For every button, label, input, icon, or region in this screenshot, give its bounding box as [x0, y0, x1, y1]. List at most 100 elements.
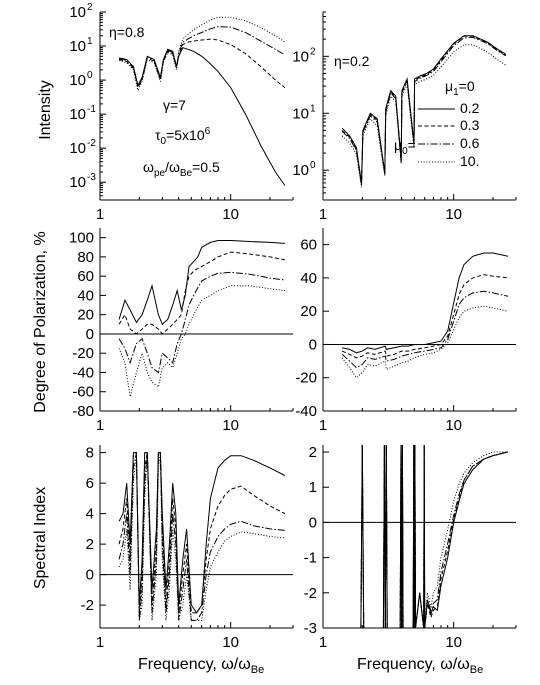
x-tick-label: 1 [96, 206, 104, 223]
y-tick-label: 40 [77, 287, 94, 304]
y-tick-label: 0 [309, 514, 317, 531]
legend-mu1: μ1=0 [445, 78, 475, 98]
x-tick-label: 1 [319, 206, 327, 223]
y-tick-base: 10 [69, 140, 86, 157]
series-line-dashed [360, 445, 509, 628]
legend-mu1-sub: 1 [453, 87, 459, 98]
xlabel-left-main: Frequency, ω/ω [138, 656, 251, 673]
y-tick-exponent: -1 [87, 104, 96, 115]
series-line-dash-dot [341, 290, 509, 369]
ylabel-intensity: Intensity [37, 80, 54, 140]
y-tick-label: -20 [295, 370, 317, 387]
annotation-tau: τ0=5x106 [155, 126, 211, 147]
series-line-solid [360, 445, 509, 628]
y-tick-exponent: -2 [87, 138, 96, 149]
y-tick-label: 60 [77, 268, 94, 285]
annotation-eta-0.2: η=0.2 [334, 53, 370, 69]
legend-label: 0.6 [460, 135, 480, 151]
y-tick-label: -80 [72, 403, 94, 420]
xlabel-right-main: Frequency, ω/ω [357, 656, 470, 673]
y-tick-label: -2 [81, 597, 94, 614]
series-line-dashed [118, 452, 286, 614]
series-line-dash-dot [118, 271, 285, 374]
y-tick-label: 80 [77, 249, 94, 266]
y-tick-exponent: 2 [87, 2, 93, 13]
ylabel-spectral-index: Spectral Index [32, 487, 49, 589]
y-tick-label: 6 [86, 475, 94, 492]
legend-label: 0.3 [460, 117, 480, 133]
x-tick-label: 10 [222, 634, 239, 651]
annotation-tau-sub: 0 [161, 136, 167, 147]
x-tick-label: 1 [319, 634, 327, 651]
xlabel-left: Frequency, ω/ωBe [138, 656, 264, 676]
y-tick-label: 10 [292, 105, 309, 122]
series-line-dash-dot [119, 26, 286, 88]
y-tick-label: 1 [309, 479, 317, 496]
y-tick-exponent: 2 [310, 46, 316, 57]
y-tick-label: 0 [309, 336, 317, 353]
panel-spectral-index-eta-0.8: 1 10 8 6 4 2 0 -2 [81, 445, 294, 651]
panel-polarization-eta-0.2: 1 10 60 40 20 0 -20 -40 [295, 228, 517, 434]
y-tick-label: 0 [86, 567, 94, 584]
y-tick-base: 10 [69, 4, 86, 21]
annotation-omega-pe: ω [143, 159, 154, 175]
annotation-tau-symbol: τ [155, 127, 161, 143]
y-tick-label: -2 [304, 585, 317, 602]
y-tick-base: 10 [292, 48, 309, 65]
y-tick-label: 10 [69, 106, 86, 123]
y-tick-base: 10 [69, 38, 86, 55]
y-tick-label: -1 [304, 550, 317, 567]
x-tick-label: 1 [96, 417, 104, 434]
series-group [118, 240, 285, 397]
annotation-omega-be: /ω [165, 159, 180, 175]
series-line-dotted [341, 305, 509, 379]
y-tick-label: 0 [86, 326, 94, 343]
legend-mu0-symbol: μ [394, 137, 402, 153]
y-tick-base: 10 [69, 72, 86, 89]
y-tick-label: 4 [86, 506, 94, 523]
annotation-omega-value: =0.5 [192, 159, 220, 175]
series-group [341, 252, 509, 379]
y-tick-label: -40 [295, 403, 317, 420]
y-tick-label: 8 [86, 445, 94, 462]
series-group [118, 16, 286, 186]
y-tick-exponent: 1 [310, 103, 316, 114]
series-group [118, 452, 286, 621]
legend-label: 10. [460, 153, 479, 169]
y-tick-label: 10 [292, 48, 309, 65]
annotation-gamma: γ=7 [163, 97, 186, 113]
series-line-dashed [118, 251, 285, 335]
y-tick-label: 10 [69, 4, 86, 21]
series-line-dotted [118, 285, 285, 397]
x-tick-label: 1 [319, 417, 327, 434]
y-tick-exponent: 0 [87, 70, 93, 81]
x-tick-label: 1 [96, 634, 104, 651]
ylabel-polarization: Degree of Polarization, % [32, 231, 49, 412]
y-tick-label: 20 [300, 303, 317, 320]
y-tick-base: 10 [292, 162, 309, 179]
legend-mu0: μ0= [394, 137, 416, 157]
y-tick-label: -60 [72, 384, 94, 401]
series-group [360, 445, 509, 628]
legend-mu1-value: =0 [459, 78, 475, 94]
y-tick-label: 60 [300, 237, 317, 254]
annotation-omega-ratio: ωpe/ωBe=0.5 [143, 159, 220, 179]
legend-mu0-sub: 0 [402, 146, 408, 157]
y-tick-base: 10 [292, 105, 309, 122]
annotation-omega-be-sub: Be [180, 168, 193, 179]
series-line-dashed [341, 274, 508, 359]
y-tick-exponent: 0 [310, 160, 316, 171]
y-tick-label: 10 [69, 72, 86, 89]
y-tick-label: 2 [309, 444, 317, 461]
y-tick-label: 40 [300, 270, 317, 287]
y-tick-label: 10 [292, 162, 309, 179]
y-tick-label: -20 [72, 345, 94, 362]
series-line-dash-dot [118, 452, 285, 621]
y-tick-exponent: -3 [87, 172, 96, 183]
x-tick-label: 10 [445, 634, 462, 651]
xlabel-right: Frequency, ω/ωBe [357, 656, 483, 676]
annotation-tau-value: =5x10 [166, 127, 205, 143]
series-line-dotted [118, 16, 286, 92]
